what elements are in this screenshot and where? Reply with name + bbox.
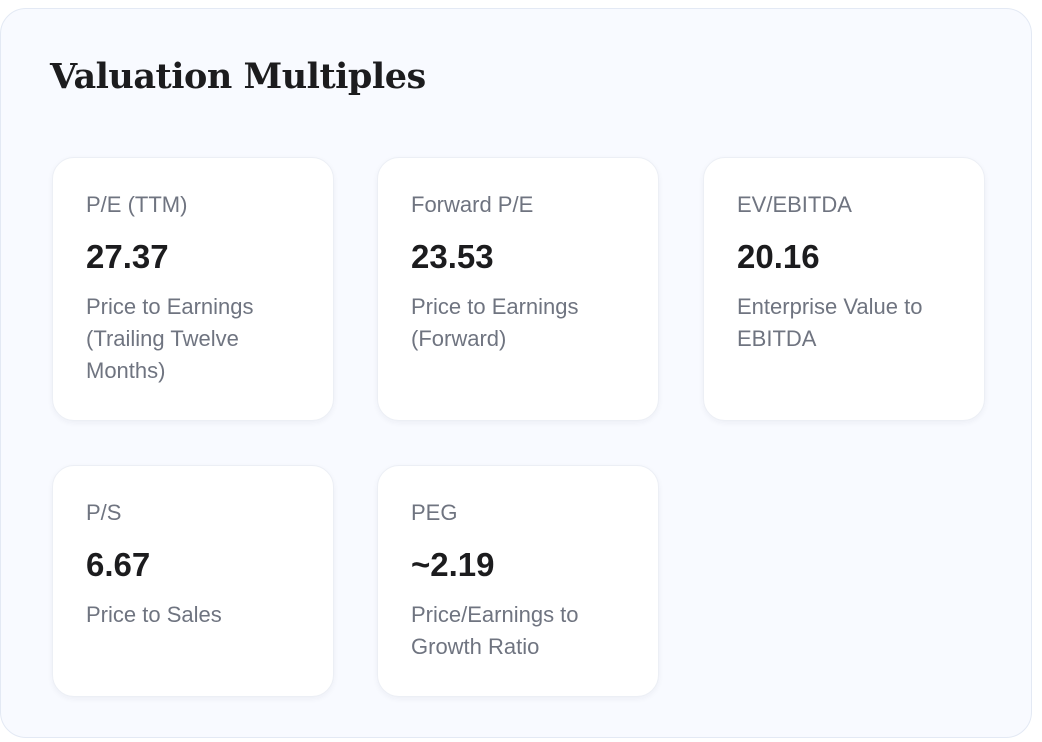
metric-label: P/S — [86, 500, 122, 525]
panel-title: Valuation Multiples — [50, 56, 426, 97]
valuation-multiples-panel: Valuation Multiples P/E (TTM) 27.37 Pric… — [0, 8, 1032, 738]
metric-value: 6.67 — [86, 546, 151, 583]
metric-card-forward-pe: Forward P/E 23.53 Price to Earnings (For… — [377, 157, 659, 421]
metric-description: Price to Sales — [86, 602, 222, 627]
metric-label: P/E (TTM) — [86, 192, 188, 217]
metric-value: 23.53 — [411, 238, 494, 275]
metric-description: Price to Earnings (Trailing Twelve Month… — [86, 294, 254, 383]
metric-description: Price/Earnings to Growth Ratio — [411, 602, 579, 659]
metric-card-pe-ttm: P/E (TTM) 27.37 Price to Earnings (Trail… — [52, 157, 334, 421]
metric-value: ~2.19 — [411, 546, 495, 583]
metric-label: EV/EBITDA — [737, 192, 852, 217]
metric-description: Price to Earnings (Forward) — [411, 294, 579, 351]
metric-label: PEG — [411, 500, 458, 525]
metric-value: 27.37 — [86, 238, 169, 275]
metric-label: Forward P/E — [411, 192, 534, 217]
metric-description: Enterprise Value to EBITDA — [737, 294, 923, 351]
metric-card-peg: PEG ~2.19 Price/Earnings to Growth Ratio — [377, 465, 659, 697]
metric-value: 20.16 — [737, 238, 820, 275]
metric-card-ev-ebitda: EV/EBITDA 20.16 Enterprise Value to EBIT… — [703, 157, 985, 421]
metric-card-ps: P/S 6.67 Price to Sales — [52, 465, 334, 697]
